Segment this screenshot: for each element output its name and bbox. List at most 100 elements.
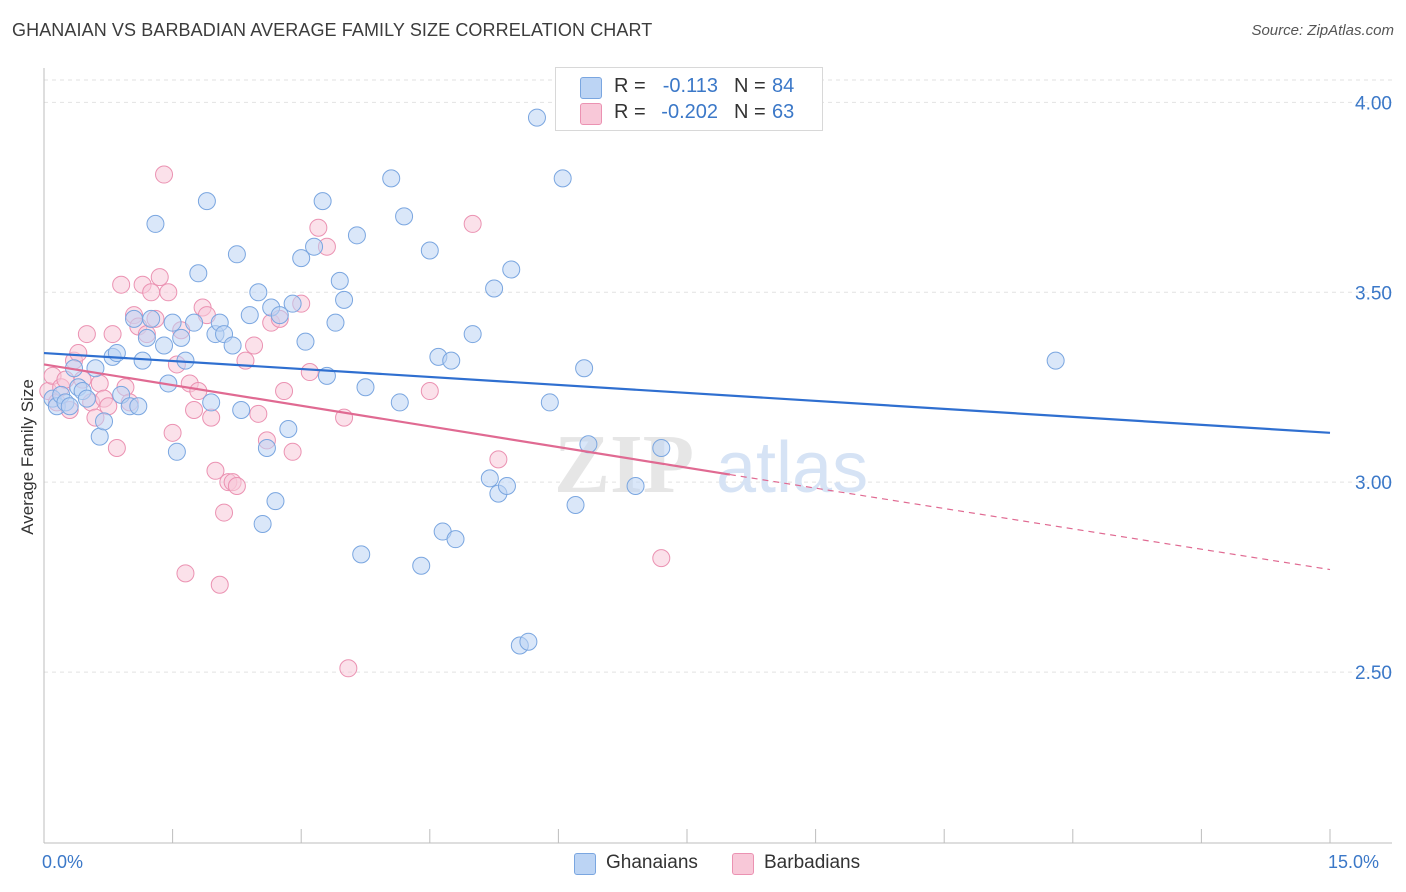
barbadians-point <box>300 363 319 382</box>
ghanaians-point <box>566 495 585 514</box>
barbadians-point <box>142 283 161 302</box>
barbadians-point <box>150 268 169 287</box>
ghanaians-point <box>352 545 371 564</box>
barbadians-point <box>309 218 328 237</box>
ghanaians-point <box>326 313 345 332</box>
ghanaians-point <box>1046 351 1065 370</box>
barbadians-point <box>206 461 225 480</box>
ghanaians-point <box>626 476 645 495</box>
ghanaians-point <box>95 412 114 431</box>
ghanaians-point <box>412 556 431 575</box>
barbadians-swatch <box>580 103 602 125</box>
barbadians-points <box>39 165 671 678</box>
ghanaians-point <box>382 169 401 188</box>
barbadians-point <box>69 344 88 363</box>
ghanaians-point <box>279 420 298 439</box>
ghanaians-point <box>296 332 315 351</box>
ghanaians-point <box>155 336 174 355</box>
barbadians-point <box>159 283 178 302</box>
ghanaians-point <box>266 492 285 511</box>
barbadians-point <box>245 336 264 355</box>
ghanaians-swatch <box>580 77 602 99</box>
x-tick-label-min: 0.0% <box>42 852 84 872</box>
ghanaians-point <box>502 260 521 279</box>
ghanaians-point <box>223 336 242 355</box>
barbadians-point <box>112 275 131 294</box>
y-axis-label: Average Family Size <box>18 379 37 535</box>
ghanaians-legend-swatch <box>574 853 596 875</box>
ghanaians-point <box>249 283 268 302</box>
ghanaians-point <box>480 469 499 488</box>
barbadians-point <box>155 165 174 184</box>
barbadians-trend-line <box>43 363 731 476</box>
ghanaians-point <box>60 397 79 416</box>
ghanaians-point <box>485 279 504 298</box>
barbadians-point <box>463 214 482 233</box>
series-legend: Ghanaians Barbadians <box>0 851 1406 877</box>
barbadians-point <box>90 374 109 393</box>
ghanaians-point <box>335 290 354 309</box>
barbadians-point <box>202 408 221 427</box>
barbadians-point <box>185 401 204 420</box>
barbadians-point <box>275 382 294 401</box>
barbadians-point <box>77 325 96 344</box>
ghanaians-points <box>43 108 1065 655</box>
barbadians-point <box>103 325 122 344</box>
ghanaians-point <box>257 439 276 458</box>
barbadians-legend-swatch <box>732 853 754 875</box>
ghanaians-point <box>163 313 182 332</box>
y-tick-label: 4.00 <box>1355 93 1392 114</box>
ghanaians-point <box>167 442 186 461</box>
chart-title: GHANAIAN VS BARBADIAN AVERAGE FAMILY SIZ… <box>12 20 653 40</box>
ghanaians-point <box>420 241 439 260</box>
ghanaians-point <box>202 393 221 412</box>
ghanaians-point <box>125 309 144 328</box>
ghanaians-point <box>527 108 546 127</box>
ghanaians-point <box>305 237 324 256</box>
x-tick-label-max: 15.0% <box>1328 852 1380 872</box>
ghanaians-point <box>390 393 409 412</box>
barbadians-point <box>652 549 671 568</box>
r-value: -0.202 <box>661 101 718 123</box>
ghanaians-point <box>146 214 165 233</box>
ghanaians-point <box>270 306 289 325</box>
n-value: 63 <box>772 101 795 123</box>
ghanaians-point <box>232 401 251 420</box>
ghanaians-point <box>185 313 204 332</box>
barbadians-point <box>163 423 182 442</box>
ghanaians-point <box>283 294 302 313</box>
ghanaians-point <box>446 530 465 549</box>
barbadians-point <box>210 575 229 594</box>
r-label: R = <box>614 101 646 123</box>
r-value: -0.113 <box>662 75 718 97</box>
grid-lines <box>44 79 1392 673</box>
ghanaians-point <box>442 351 461 370</box>
ghanaians-point <box>540 393 559 412</box>
ghanaians-point <box>189 264 208 283</box>
ghanaians-trend-line <box>43 351 1331 434</box>
y-tick-label: 3.00 <box>1355 473 1392 494</box>
barbadians-point <box>489 450 508 469</box>
y-tick-labels: 2.50 3.00 3.50 4.00 <box>1355 93 1392 684</box>
ghanaians-point <box>330 271 349 290</box>
ghanaians-point <box>395 207 414 226</box>
ghanaians-point <box>463 325 482 344</box>
ghanaians-point <box>142 309 161 328</box>
ghanaians-point <box>172 328 191 347</box>
ghanaians-point <box>77 389 96 408</box>
barbadians-point <box>176 564 195 583</box>
ghanaians-legend-label: Ghanaians <box>606 852 698 873</box>
ghanaians-point <box>197 192 216 211</box>
y-tick-label: 3.50 <box>1355 283 1392 304</box>
ghanaians-point <box>347 226 366 245</box>
watermark-atlas: atlas <box>716 428 868 508</box>
ghanaians-point <box>497 476 516 495</box>
ghanaians-point <box>313 192 332 211</box>
stats-row-barbadians: R = -0.202 N = 63 <box>556 101 822 127</box>
barbadians-point <box>227 476 246 495</box>
source-credit: Source: ZipAtlas.com <box>1251 22 1394 39</box>
ghanaians-point <box>137 328 156 347</box>
watermark: ZIP atlas <box>554 418 868 511</box>
ghanaians-point <box>553 169 572 188</box>
